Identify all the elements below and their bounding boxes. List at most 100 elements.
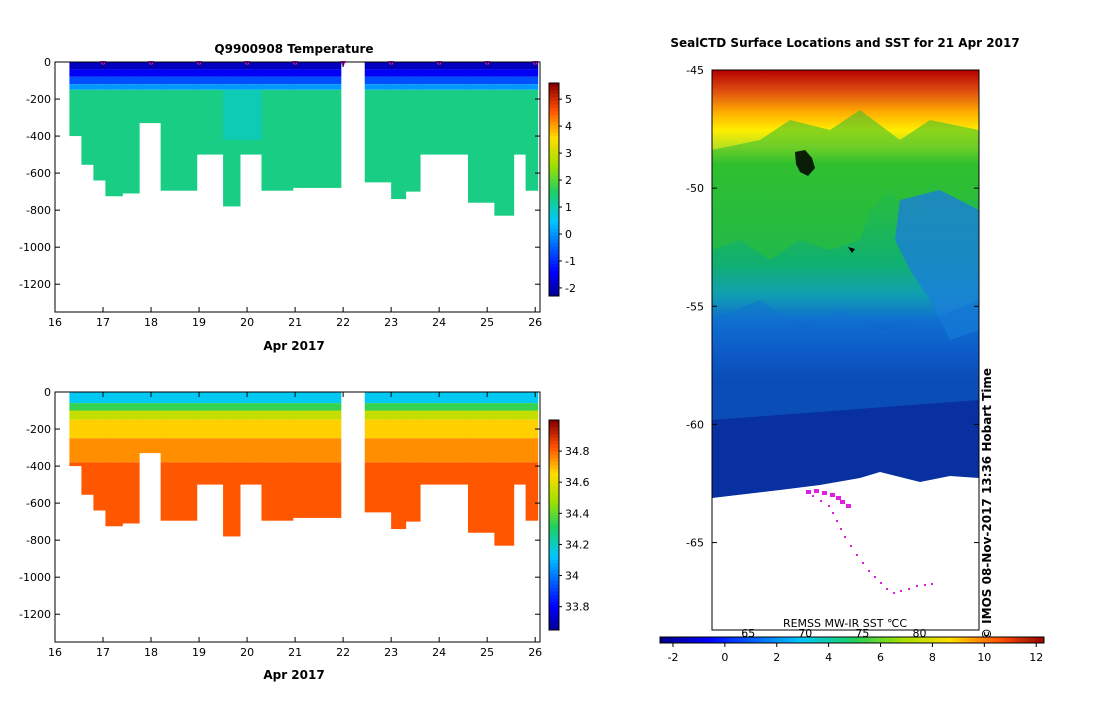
y-tick-label: -800 (26, 204, 51, 217)
profile-10-layer-3 (261, 419, 294, 439)
profile-2-layer-2 (93, 76, 107, 85)
profile-0-layer-4 (69, 89, 83, 137)
colorbar-swatch (549, 472, 559, 477)
profile-8-layer-0 (223, 62, 241, 70)
profile-18-layer-0 (513, 62, 527, 70)
plot-frame (54, 391, 541, 643)
colorbar-swatch (549, 278, 559, 283)
profile-17-layer-1 (494, 69, 515, 77)
colorbar-swatch (549, 574, 559, 578)
profile-1-layer-1 (81, 403, 95, 411)
profile-12-layer-1 (364, 69, 392, 77)
profile-0-layer-0 (69, 62, 83, 70)
sst-colorbar-swatch (1034, 637, 1040, 643)
profile-12-layer-4 (364, 438, 392, 463)
profile-8-layer-5 (223, 462, 241, 537)
profile-18-layer-4 (513, 89, 527, 155)
colorbar-swatch (549, 511, 559, 515)
colorbar-tick-label: 0 (565, 228, 572, 241)
sst-blue-band (712, 300, 979, 420)
sst-colorbar-swatch (1039, 637, 1045, 643)
colorbar-swatch (549, 560, 559, 564)
sst-colorbar: -2 0 2 4 6 8 10 12 65 70 75 80 (659, 627, 1045, 664)
sst-colorbar-swatch (760, 637, 767, 643)
sst-map-axes: -45 -50 -55 -60 -65 (686, 64, 979, 550)
sst-colorbar-swatch (866, 637, 872, 643)
sst-colorbar-swatch (770, 637, 776, 643)
sst-colorbar-tick-label: 12 (1029, 651, 1043, 664)
island-marker (795, 150, 815, 176)
colorbar-swatch (549, 267, 559, 272)
colorbar-swatch (549, 612, 559, 617)
profile-3-layer-3 (105, 419, 123, 439)
profile-10-layer-3 (261, 84, 294, 90)
sst-cool-tongue (895, 190, 979, 340)
colorbar-swatch (549, 437, 559, 442)
profile-0-layer-3 (69, 419, 83, 439)
profile-10-layer-4 (261, 438, 294, 463)
sst-colorbar-swatch (952, 637, 959, 643)
x-tick-label: 19 (192, 646, 206, 659)
profile-4-layer-0 (122, 62, 140, 70)
colorbar-swatch (549, 518, 559, 522)
profile-12-layer-3 (364, 419, 392, 439)
sst-colorbar-swatch (933, 637, 939, 643)
sst-colorbar-swatch (727, 637, 733, 643)
sea-ice-mask (712, 472, 979, 630)
sst-colorbar-swatch (722, 637, 728, 643)
sst-colorbar-tick-label: 4 (825, 651, 832, 664)
profile-7-layer-2 (196, 76, 224, 85)
colorbar-tick-label: -2 (565, 282, 576, 295)
profile-7-layer-0 (196, 392, 224, 404)
y-tick-label: -1000 (19, 241, 51, 254)
profile-9-layer-3 (239, 419, 263, 439)
colorbar-swatch (549, 200, 559, 205)
sst-colorbar-swatch (948, 637, 954, 643)
x-tick-label: 24 (432, 316, 446, 329)
profile-1-layer-3 (81, 419, 95, 439)
profile-16-layer-4 (467, 89, 495, 203)
colorbar-swatch (549, 136, 559, 141)
profile-11-layer-5 (292, 462, 342, 518)
colorbar-swatch (549, 285, 559, 290)
profile-13-layer-0 (391, 62, 407, 70)
profile-17-layer-2 (494, 410, 515, 420)
colorbar-swatch (549, 542, 559, 547)
colorbar-swatch (549, 577, 559, 582)
profile-7-layer-1 (196, 403, 224, 411)
salinity-x-label: Apr 2017 (263, 668, 324, 682)
seal-surface-location (836, 496, 841, 500)
profile-1-layer-3 (81, 84, 95, 90)
map-frame (711, 69, 980, 631)
sst-colorbar-secondary-label: 70 (798, 627, 812, 640)
profile-6-layer-1 (160, 403, 198, 411)
profile-11-layer-1 (292, 403, 342, 411)
profile-18-layer-0 (513, 392, 527, 404)
sst-colorbar-swatch (794, 637, 800, 643)
profile-13-layer-4 (391, 89, 407, 200)
colorbar-swatch (549, 161, 559, 166)
profile-3-layer-1 (105, 69, 123, 77)
colorbar-swatch (549, 139, 559, 144)
sst-colorbar-swatch (732, 637, 738, 643)
sst-source-label: REMSS MW-IR SST ℃C (783, 617, 907, 630)
profile-19-layer-2 (525, 76, 539, 85)
colorbar-swatch (549, 122, 559, 127)
profile-16-layer-1 (467, 403, 495, 411)
profile-12-layer-5 (364, 462, 392, 513)
sst-colorbar-swatch (880, 637, 887, 643)
colorbar-swatch (549, 154, 559, 159)
sst-colorbar-swatch (871, 637, 877, 643)
seal-track-point (856, 554, 858, 556)
profile-6-layer-4 (160, 438, 198, 463)
temperature-colorbar: -2 -1 0 1 2 3 4 5 (548, 82, 576, 297)
sst-colorbar-swatch (996, 637, 1002, 643)
profile-2-layer-4 (93, 438, 107, 463)
colorbar-swatch (549, 563, 559, 568)
colorbar-swatch (549, 581, 559, 585)
sst-colorbar-swatch (1005, 637, 1011, 643)
colorbar-tick-label: 34.4 (565, 507, 590, 520)
sst-map-panel: SealCTD Surface Locations and SST for 21… (659, 36, 1045, 664)
sst-colorbar-swatch (972, 637, 978, 643)
salinity-data (69, 392, 539, 546)
